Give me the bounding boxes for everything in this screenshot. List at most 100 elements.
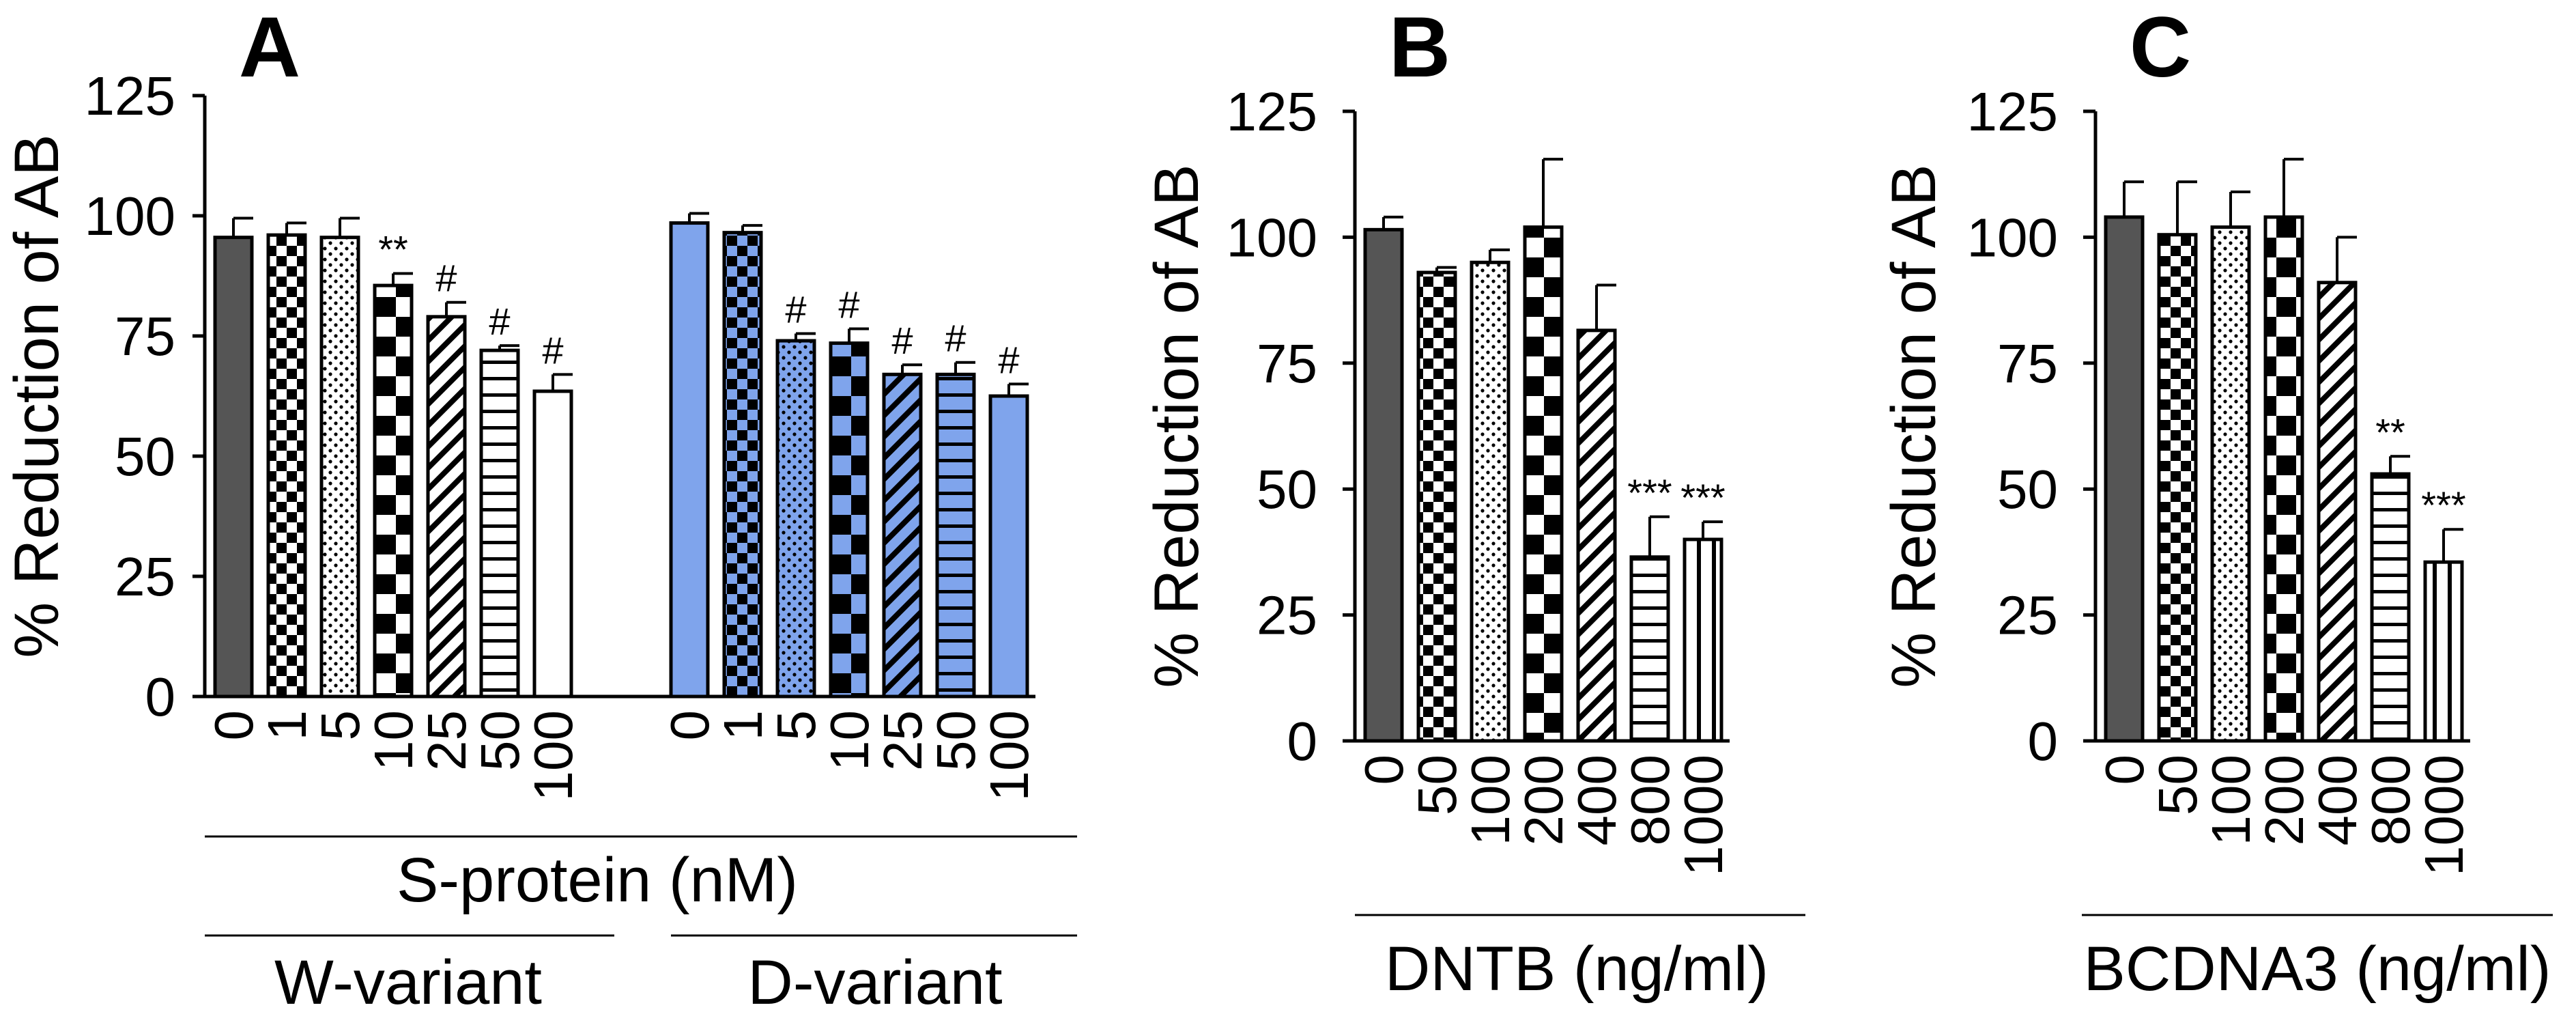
significance-marker: # — [435, 257, 457, 300]
x-tick-label: 0 — [2094, 755, 2155, 785]
significance-marker: # — [838, 283, 859, 326]
bar — [532, 389, 573, 699]
bar — [266, 233, 307, 699]
x-tick-label: 1000 — [2414, 755, 2474, 876]
bar — [1523, 225, 1564, 743]
x-tick-label: 10 — [363, 710, 424, 771]
significance-marker: # — [489, 300, 510, 343]
bar — [1416, 270, 1457, 743]
panel-letter: B — [1389, 0, 1450, 95]
x-tick-label: 100 — [979, 710, 1040, 801]
x-tick-label: 100 — [1460, 755, 1521, 845]
bar — [1683, 537, 1723, 743]
bar — [722, 231, 763, 699]
panel-b: B050100200400***800***10000255075100125%… — [1142, 0, 1805, 1004]
panel-letter: A — [239, 0, 300, 95]
x-tick-label: 100 — [523, 710, 584, 801]
y-tick-label: 125 — [85, 66, 175, 126]
y-tick-label: 25 — [1997, 585, 2058, 646]
x-tick-label: 50 — [1407, 755, 1468, 815]
bar — [775, 339, 816, 699]
x-tick-label: 100 — [2201, 755, 2261, 845]
bar — [882, 372, 923, 699]
bar — [1576, 328, 1617, 743]
y-axis-title: % Reduction of AB — [1142, 164, 1212, 688]
subgroup-label: W-variant — [274, 948, 542, 1017]
x-tick-label: 10 — [819, 710, 880, 771]
bar — [2104, 215, 2145, 743]
bar — [213, 236, 254, 699]
significance-marker: # — [891, 319, 913, 362]
bar — [669, 221, 710, 699]
x-tick-label: 1 — [257, 710, 317, 741]
x-tick-label: 800 — [2360, 755, 2421, 845]
x-tick-label: 400 — [1566, 755, 1627, 845]
bar — [479, 348, 520, 699]
significance-marker: ** — [2375, 410, 2405, 453]
y-tick-label: 125 — [1227, 81, 1317, 142]
bar — [373, 283, 414, 699]
significance-marker: # — [945, 317, 966, 360]
x-tick-label: 5 — [766, 710, 827, 741]
y-tick-label: 50 — [115, 426, 175, 487]
y-tick-label: 75 — [1997, 333, 2058, 394]
bar — [2317, 281, 2358, 743]
x-tick-label: 1000 — [1673, 755, 1734, 876]
x-tick-label: 50 — [470, 710, 530, 771]
y-tick-label: 25 — [115, 546, 175, 607]
significance-marker: # — [542, 328, 563, 371]
panel-letter: C — [2130, 0, 2191, 95]
significance-marker: # — [785, 287, 806, 330]
bar — [2263, 215, 2304, 743]
x-tick-label: 5 — [310, 710, 371, 741]
x-tick-label: 0 — [203, 710, 264, 741]
bar — [935, 372, 976, 699]
y-tick-label: 75 — [1257, 333, 1317, 394]
y-tick-label: 50 — [1257, 459, 1317, 520]
significance-marker: *** — [1627, 471, 1672, 514]
bar — [2210, 225, 2251, 743]
significance-marker: *** — [2421, 483, 2465, 526]
y-tick-label: 100 — [1227, 207, 1317, 268]
y-tick-label: 125 — [1967, 81, 2058, 142]
x-tick-label: 50 — [926, 710, 986, 771]
bar — [1629, 555, 1670, 743]
x-axis-title: BCDNA3 (ng/ml) — [2083, 934, 2551, 1004]
bar — [2157, 233, 2198, 743]
bar — [1470, 260, 1511, 743]
x-tick-label: 200 — [1513, 755, 1574, 845]
y-axis-title: % Reduction of AB — [1879, 164, 1949, 688]
bar — [319, 236, 360, 699]
bar — [426, 315, 467, 699]
y-tick-label: 0 — [2028, 711, 2059, 772]
bar — [988, 394, 1029, 699]
x-axis-title: DNTB (ng/ml) — [1385, 934, 1769, 1004]
y-tick-label: 100 — [85, 186, 175, 247]
y-tick-label: 100 — [1967, 207, 2058, 268]
x-tick-label: 1 — [713, 710, 773, 741]
significance-marker: # — [998, 338, 1019, 381]
y-tick-label: 75 — [115, 306, 175, 367]
y-tick-label: 25 — [1257, 585, 1317, 646]
y-tick-label: 0 — [1287, 711, 1318, 772]
bar — [2423, 560, 2464, 743]
x-tick-label: 200 — [2254, 755, 2315, 845]
x-tick-label: 0 — [659, 710, 720, 741]
x-axis-title: S-protein (nM) — [397, 845, 798, 915]
subgroup-label: D-variant — [747, 948, 1002, 1017]
bar — [1363, 227, 1404, 743]
x-tick-label: 25 — [416, 710, 477, 771]
significance-marker: *** — [1680, 476, 1725, 519]
x-tick-label: 0 — [1354, 755, 1414, 785]
x-tick-label: 50 — [2147, 755, 2208, 815]
x-tick-label: 800 — [1620, 755, 1680, 845]
y-tick-label: 0 — [145, 666, 176, 727]
x-tick-label: 25 — [872, 710, 933, 771]
y-tick-label: 50 — [1997, 459, 2058, 520]
x-tick-label: 400 — [2307, 755, 2368, 845]
significance-marker: ** — [378, 227, 408, 270]
panel-c: C050100200400**800***10000255075100125% … — [1879, 0, 2553, 1004]
bar — [829, 341, 870, 699]
